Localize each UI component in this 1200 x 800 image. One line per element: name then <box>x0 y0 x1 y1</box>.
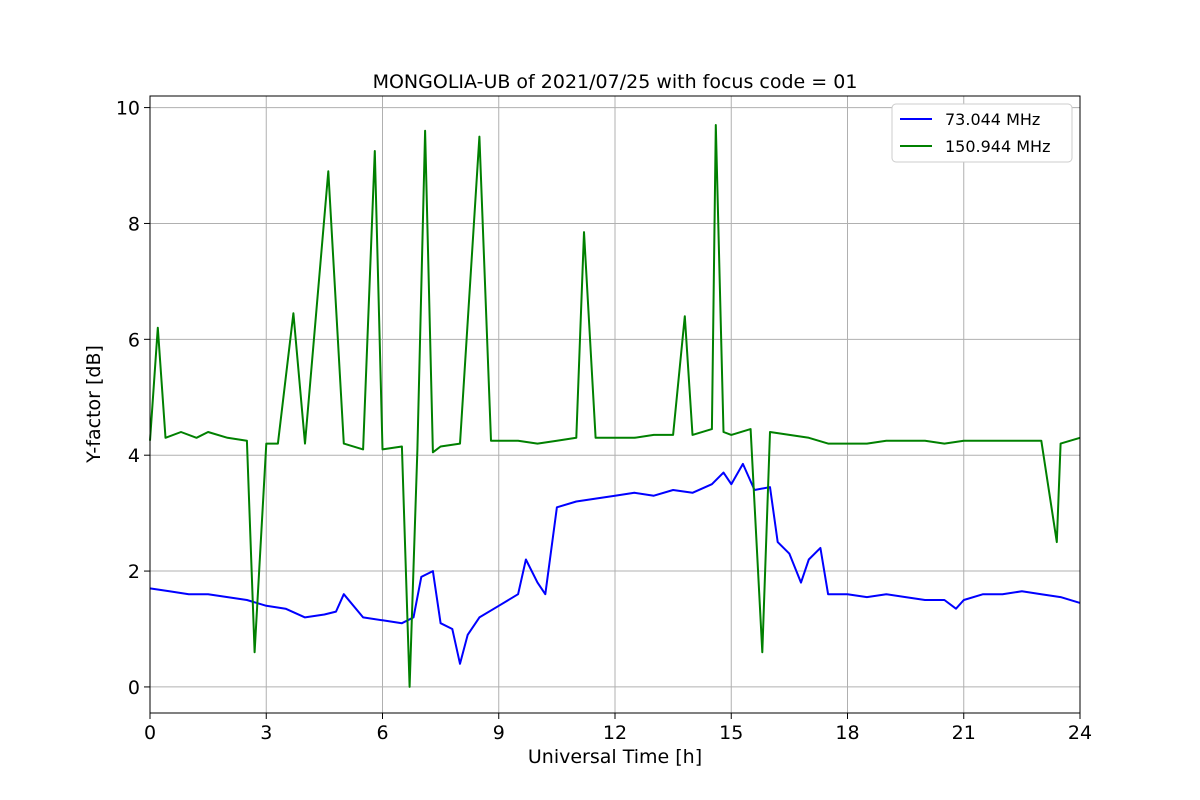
x-tick-label: 0 <box>144 722 156 744</box>
chart-title: MONGOLIA-UB of 2021/07/25 with focus cod… <box>373 71 858 93</box>
y-tick-label: 6 <box>128 329 140 351</box>
x-tick-label: 6 <box>376 722 388 744</box>
series-layer <box>149 124 1081 688</box>
x-tick-label: 21 <box>952 722 976 744</box>
x-tick-label: 15 <box>719 722 743 744</box>
x-tick-label: 3 <box>260 722 272 744</box>
y-tick-label: 10 <box>116 98 140 120</box>
x-tick-label: 24 <box>1068 722 1092 744</box>
series-line-73mhz <box>149 462 1081 665</box>
grid-layer <box>149 96 1081 713</box>
y-tick-label: 8 <box>128 213 140 235</box>
x-tick-label: 9 <box>493 722 505 744</box>
legend-label-73mhz: 73.044 MHz <box>945 110 1040 129</box>
y-tick-label: 0 <box>128 677 140 699</box>
series-line-150mhz <box>149 124 1081 688</box>
legend-box <box>891 103 1073 163</box>
legend-label-150mhz: 150.944 MHz <box>945 137 1050 156</box>
x-tick-label: 18 <box>835 722 859 744</box>
legend: 73.044 MHz 150.944 MHz <box>891 103 1073 163</box>
x-axis-label: Universal Time [h] <box>528 746 702 768</box>
y-tick-label: 2 <box>128 561 140 583</box>
y-tick-label: 4 <box>128 445 140 467</box>
x-tick-label: 12 <box>603 722 627 744</box>
y-axis-label: Y-factor [dB] <box>83 345 105 464</box>
